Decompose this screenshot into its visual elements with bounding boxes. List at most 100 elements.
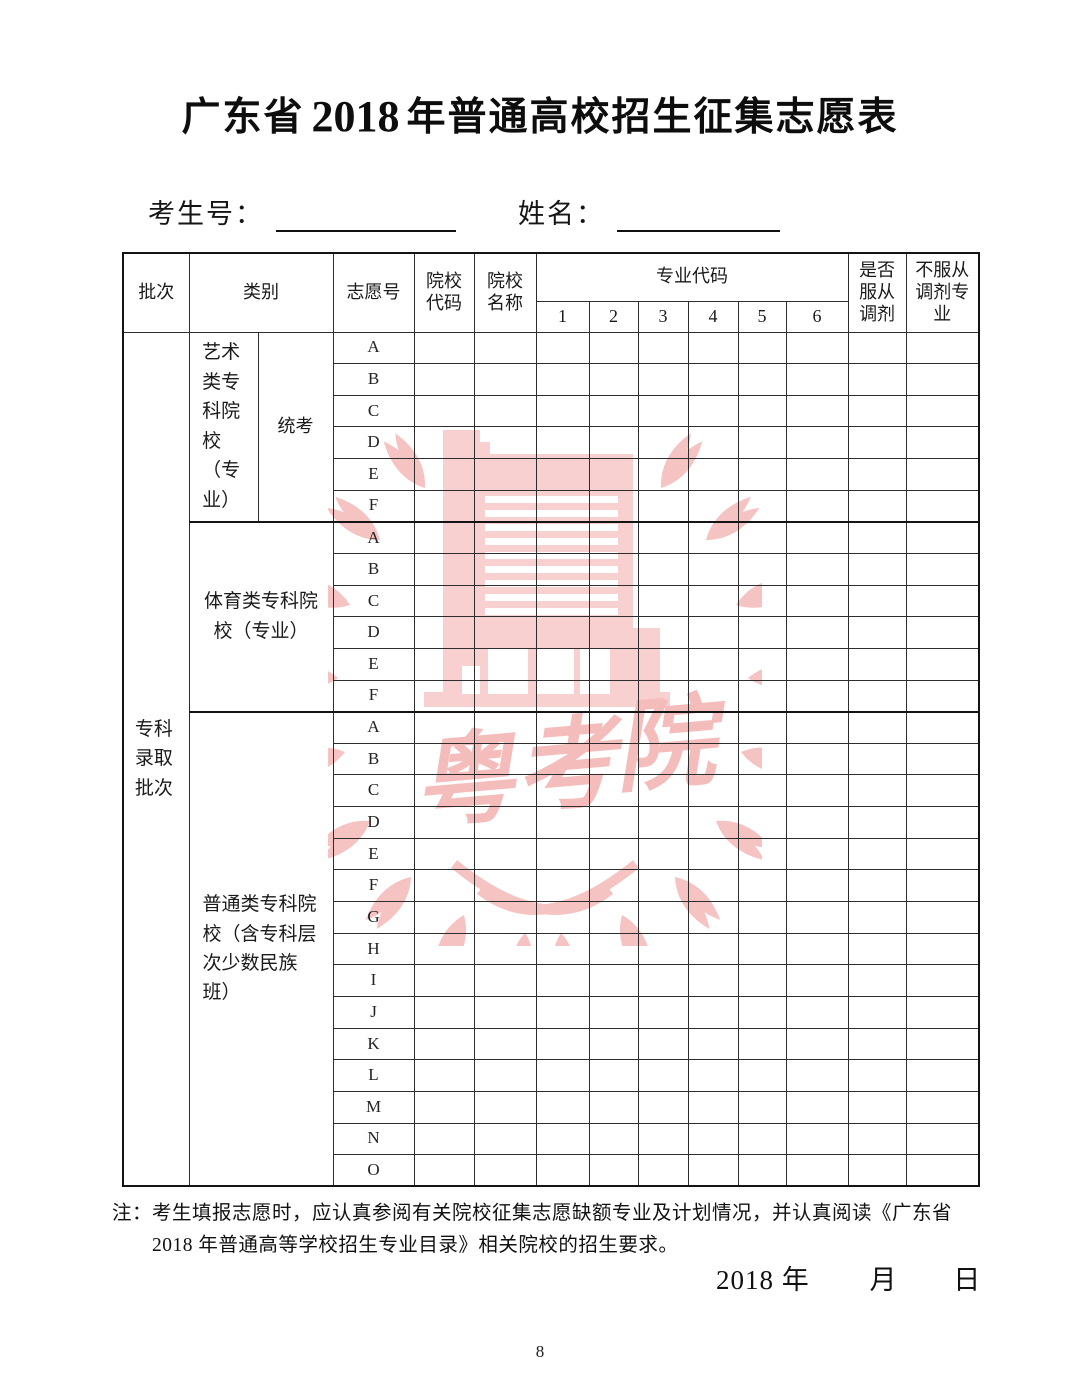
fill-cell[interactable] xyxy=(737,774,787,808)
fill-cell[interactable] xyxy=(737,1154,787,1187)
fill-cell[interactable] xyxy=(413,806,475,839)
fill-cell[interactable] xyxy=(535,458,590,491)
fill-cell[interactable] xyxy=(687,901,739,934)
fill-cell[interactable] xyxy=(413,552,475,586)
fill-cell[interactable] xyxy=(413,1059,475,1092)
fill-cell[interactable] xyxy=(847,1059,907,1092)
fill-cell[interactable] xyxy=(473,552,537,586)
fill-cell[interactable] xyxy=(737,995,787,1029)
fill-cell[interactable] xyxy=(588,1059,639,1092)
fill-cell[interactable] xyxy=(637,458,689,491)
fill-cell[interactable] xyxy=(785,584,849,618)
fill-cell[interactable] xyxy=(637,932,689,966)
fill-cell[interactable] xyxy=(473,932,537,966)
fill-cell[interactable] xyxy=(413,363,475,396)
fill-cell[interactable] xyxy=(535,742,590,776)
fill-cell[interactable] xyxy=(687,932,739,966)
fill-cell[interactable] xyxy=(847,964,907,997)
fill-cell[interactable] xyxy=(588,964,639,997)
fill-cell[interactable] xyxy=(905,363,980,396)
fill-cell[interactable] xyxy=(637,774,689,808)
fill-cell[interactable] xyxy=(413,679,475,713)
fill-cell[interactable] xyxy=(413,1027,475,1061)
fill-cell[interactable] xyxy=(535,552,590,586)
fill-cell[interactable] xyxy=(847,1027,907,1061)
fill-cell[interactable] xyxy=(905,742,980,776)
fill-cell[interactable] xyxy=(413,932,475,966)
fill-cell[interactable] xyxy=(785,1122,849,1156)
fill-cell[interactable] xyxy=(473,520,537,554)
fill-cell[interactable] xyxy=(473,710,537,744)
fill-cell[interactable] xyxy=(737,1090,787,1124)
fill-cell[interactable] xyxy=(905,584,980,618)
fill-cell[interactable] xyxy=(737,837,787,871)
fill-cell[interactable] xyxy=(785,394,849,428)
fill-cell[interactable] xyxy=(637,1154,689,1187)
fill-cell[interactable] xyxy=(785,363,849,396)
fill-cell[interactable] xyxy=(413,458,475,491)
fill-cell[interactable] xyxy=(473,679,537,713)
fill-cell[interactable] xyxy=(473,426,537,460)
fill-cell[interactable] xyxy=(413,1122,475,1156)
fill-cell[interactable] xyxy=(687,331,739,365)
fill-cell[interactable] xyxy=(905,774,980,808)
fill-cell[interactable] xyxy=(785,426,849,460)
fill-cell[interactable] xyxy=(847,932,907,966)
fill-cell[interactable] xyxy=(905,837,980,871)
fill-cell[interactable] xyxy=(847,458,907,491)
fill-cell[interactable] xyxy=(687,584,739,618)
fill-cell[interactable] xyxy=(785,1154,849,1187)
fill-cell[interactable] xyxy=(588,932,639,966)
fill-cell[interactable] xyxy=(473,1090,537,1124)
fill-cell[interactable] xyxy=(588,742,639,776)
fill-cell[interactable] xyxy=(905,426,980,460)
fill-cell[interactable] xyxy=(535,806,590,839)
fill-cell[interactable] xyxy=(535,995,590,1029)
fill-cell[interactable] xyxy=(785,1027,849,1061)
fill-cell[interactable] xyxy=(905,679,980,713)
fill-cell[interactable] xyxy=(687,1027,739,1061)
fill-cell[interactable] xyxy=(905,964,980,997)
fill-cell[interactable] xyxy=(637,1027,689,1061)
fill-cell[interactable] xyxy=(535,584,590,618)
fill-cell[interactable] xyxy=(905,331,980,365)
fill-cell[interactable] xyxy=(413,520,475,554)
fill-cell[interactable] xyxy=(535,1090,590,1124)
fill-cell[interactable] xyxy=(637,331,689,365)
fill-cell[interactable] xyxy=(588,331,639,365)
fill-cell[interactable] xyxy=(588,995,639,1029)
fill-cell[interactable] xyxy=(905,489,980,523)
fill-cell[interactable] xyxy=(785,520,849,554)
fill-cell[interactable] xyxy=(687,774,739,808)
fill-cell[interactable] xyxy=(847,774,907,808)
fill-cell[interactable] xyxy=(687,679,739,713)
fill-cell[interactable] xyxy=(413,331,475,365)
fill-cell[interactable] xyxy=(588,616,639,649)
fill-cell[interactable] xyxy=(473,489,537,523)
fill-cell[interactable] xyxy=(847,584,907,618)
fill-cell[interactable] xyxy=(588,869,639,903)
fill-cell[interactable] xyxy=(905,647,980,681)
candidate-no-field[interactable] xyxy=(276,198,456,232)
fill-cell[interactable] xyxy=(637,363,689,396)
fill-cell[interactable] xyxy=(637,1122,689,1156)
fill-cell[interactable] xyxy=(847,1154,907,1187)
fill-cell[interactable] xyxy=(737,710,787,744)
fill-cell[interactable] xyxy=(637,552,689,586)
fill-cell[interactable] xyxy=(413,837,475,871)
fill-cell[interactable] xyxy=(473,584,537,618)
fill-cell[interactable] xyxy=(588,363,639,396)
fill-cell[interactable] xyxy=(535,679,590,713)
fill-cell[interactable] xyxy=(637,995,689,1029)
fill-cell[interactable] xyxy=(785,774,849,808)
fill-cell[interactable] xyxy=(637,520,689,554)
fill-cell[interactable] xyxy=(847,679,907,713)
fill-cell[interactable] xyxy=(687,837,739,871)
fill-cell[interactable] xyxy=(687,458,739,491)
fill-cell[interactable] xyxy=(785,647,849,681)
fill-cell[interactable] xyxy=(535,363,590,396)
fill-cell[interactable] xyxy=(473,837,537,871)
fill-cell[interactable] xyxy=(413,774,475,808)
fill-cell[interactable] xyxy=(473,1027,537,1061)
fill-cell[interactable] xyxy=(785,837,849,871)
